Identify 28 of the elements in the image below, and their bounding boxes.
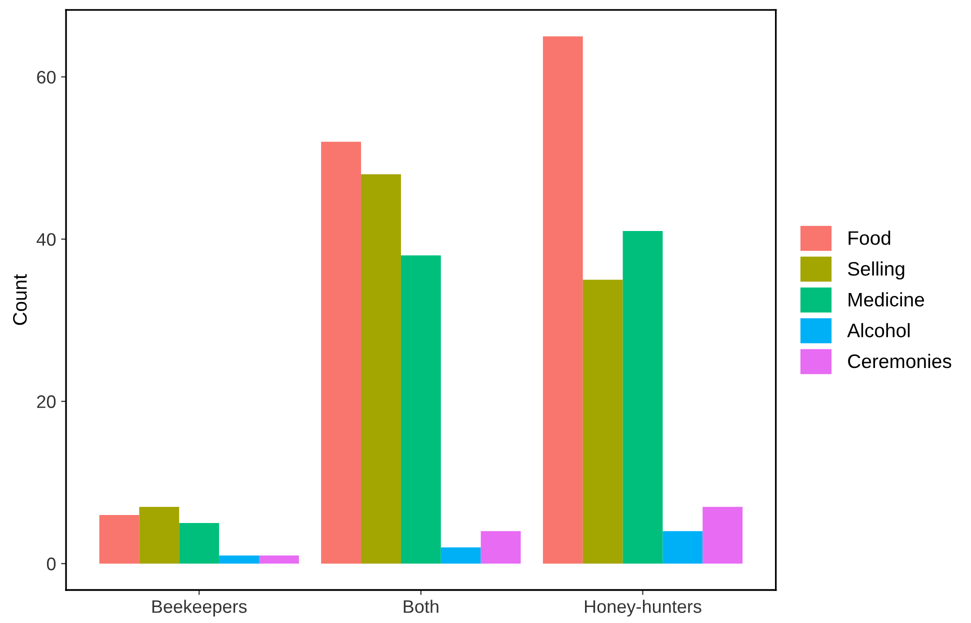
- bar: [440, 547, 481, 564]
- y-axis-title: Count: [13, 274, 27, 325]
- bar: [582, 280, 623, 564]
- bar: [139, 506, 180, 564]
- bar: [179, 523, 220, 564]
- bar: [259, 556, 299, 564]
- legend-label: Food: [848, 230, 890, 245]
- x-tick-label: Both: [404, 600, 438, 613]
- bar: [662, 531, 703, 564]
- y-tick-label: 40: [36, 233, 56, 246]
- legend-label: Alcohol: [847, 323, 910, 338]
- bar: [99, 514, 140, 564]
- x-tick-label: Honey-hunters: [585, 600, 702, 617]
- legend-label: Selling: [848, 261, 904, 280]
- bar: [400, 255, 441, 564]
- bar: [480, 531, 521, 564]
- bar: [622, 231, 663, 564]
- x-tick-label: Beekeepers: [152, 600, 247, 617]
- bar: [219, 556, 260, 564]
- y-tick-label: 20: [37, 395, 56, 408]
- y-tick-label: 0: [46, 558, 56, 570]
- bar: [321, 142, 362, 564]
- y-tick-label: 60: [37, 70, 56, 84]
- bar: [702, 506, 743, 564]
- legend-label: Ceremonies: [848, 354, 952, 368]
- legend-label: Medicine: [848, 292, 924, 307]
- bar: [542, 36, 583, 564]
- bar: [361, 174, 401, 564]
